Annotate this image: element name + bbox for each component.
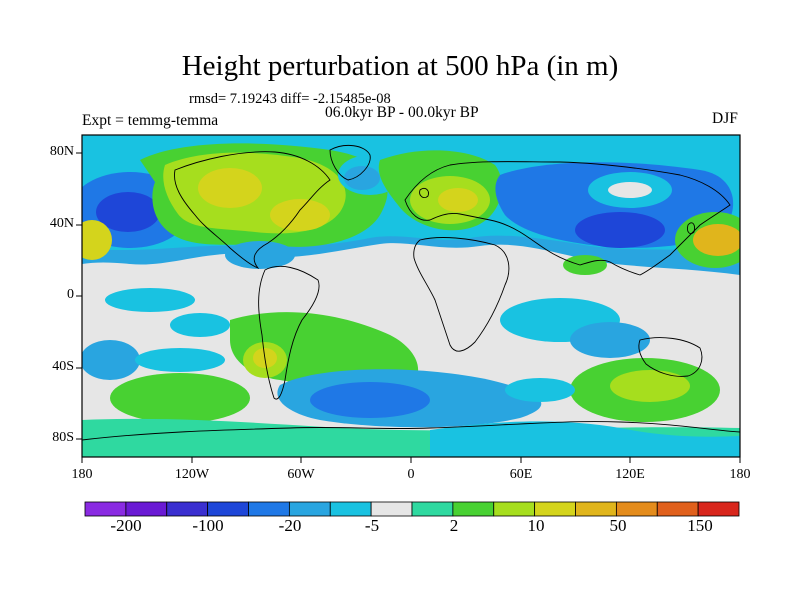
contour-trop-ind-2: [570, 322, 650, 358]
colorbar-swatch: [370, 501, 413, 517]
contour-satl-core: [310, 382, 430, 418]
colorbar-swatch: [207, 501, 249, 517]
y-tick-label: 80N: [49, 144, 74, 159]
colorbar-label: 50: [609, 516, 627, 535]
coast-uk: [419, 187, 429, 199]
contour-npac-low-2: [96, 192, 160, 232]
colorbar-label: 10: [527, 516, 545, 535]
experiment-label: Expt = temmg-temma: [82, 112, 219, 129]
contour-africa-green: [563, 255, 607, 275]
contour-sind-lime: [610, 370, 690, 402]
coast-north-america: [174, 151, 331, 269]
colorbar-swatch: [534, 501, 576, 517]
colorbar-swatch: [411, 501, 454, 517]
contour-natl-low-2: [344, 166, 380, 190]
coast-greenland: [329, 144, 371, 181]
coast-africa: [413, 237, 510, 352]
y-tick-label: 40N: [49, 216, 74, 231]
y-tick-label: 0: [67, 287, 74, 302]
coast-japan: [687, 222, 695, 235]
colorbar-label: 2: [449, 516, 459, 535]
colorbar-swatch: [288, 501, 331, 517]
colorbar-swatch: [329, 501, 372, 517]
x-tick-label: 180: [71, 467, 93, 482]
contour-wpac-core: [693, 224, 740, 256]
figure-title: Height perturbation at 500 hPa (in m): [181, 50, 619, 82]
colorbar-label: -20: [278, 516, 302, 535]
coast-eurasia: [404, 161, 731, 276]
x-tick-label: 120E: [615, 467, 645, 482]
contour-gulf-low: [225, 241, 295, 269]
contour-namerica-core: [198, 168, 262, 208]
colorbar-swatch: [452, 501, 495, 517]
colorbar-swatch: [166, 501, 209, 517]
coastlines: [82, 144, 740, 441]
x-tick-label: 60W: [287, 467, 315, 482]
contour-spac-blue: [82, 340, 140, 380]
coast-australia: [638, 337, 703, 377]
colorbar-swatch: [84, 501, 127, 517]
coast-south-america: [258, 266, 320, 400]
x-tick-label: 0: [407, 467, 415, 482]
contour-europe-core: [438, 188, 478, 212]
contour-trop-pac-2: [170, 313, 230, 337]
colorbar-swatch: [615, 501, 658, 517]
colorbar-swatch: [493, 501, 536, 517]
coast-antarctica: [82, 421, 740, 441]
contour-trop-pac-1: [105, 288, 195, 312]
rmsd-stats: rmsd= 7.19243 diff= -2.15485e-08: [189, 91, 391, 107]
x-tick-label: 60E: [509, 467, 533, 482]
colorbar-label: 150: [687, 516, 713, 535]
contour-sind-low: [505, 378, 575, 402]
colorbar-swatch: [125, 501, 168, 517]
y-tick-label: 40S: [52, 359, 74, 374]
contour-siberia-inner: [575, 212, 665, 248]
x-tick-label: 120W: [174, 467, 210, 482]
contour-epac-high: [82, 220, 112, 260]
axis-ticks: [76, 152, 741, 463]
contour-spac-blue-2: [135, 348, 225, 372]
y-tick-label: 80S: [52, 430, 74, 445]
contour-spac-green: [110, 373, 250, 423]
contour-namerica-core2: [270, 199, 330, 231]
colorbar-swatch: [575, 501, 617, 517]
colorbar-label: -5: [364, 516, 380, 535]
season-label: DJF: [712, 110, 738, 127]
x-tick-label: 180: [729, 467, 751, 482]
contour-field: [82, 135, 740, 457]
period-label: 06.0kyr BP - 00.0kyr BP: [325, 104, 479, 121]
colorbar: [84, 501, 740, 517]
colorbar-swatch: [656, 501, 699, 517]
colorbar-label: -200: [110, 516, 142, 535]
contour-siberia-eye: [608, 182, 652, 198]
colorbar-swatch: [248, 501, 290, 517]
contour-south-blue: [430, 421, 740, 457]
colorbar-label: -100: [192, 516, 224, 535]
colorbar-swatch: [697, 501, 740, 517]
